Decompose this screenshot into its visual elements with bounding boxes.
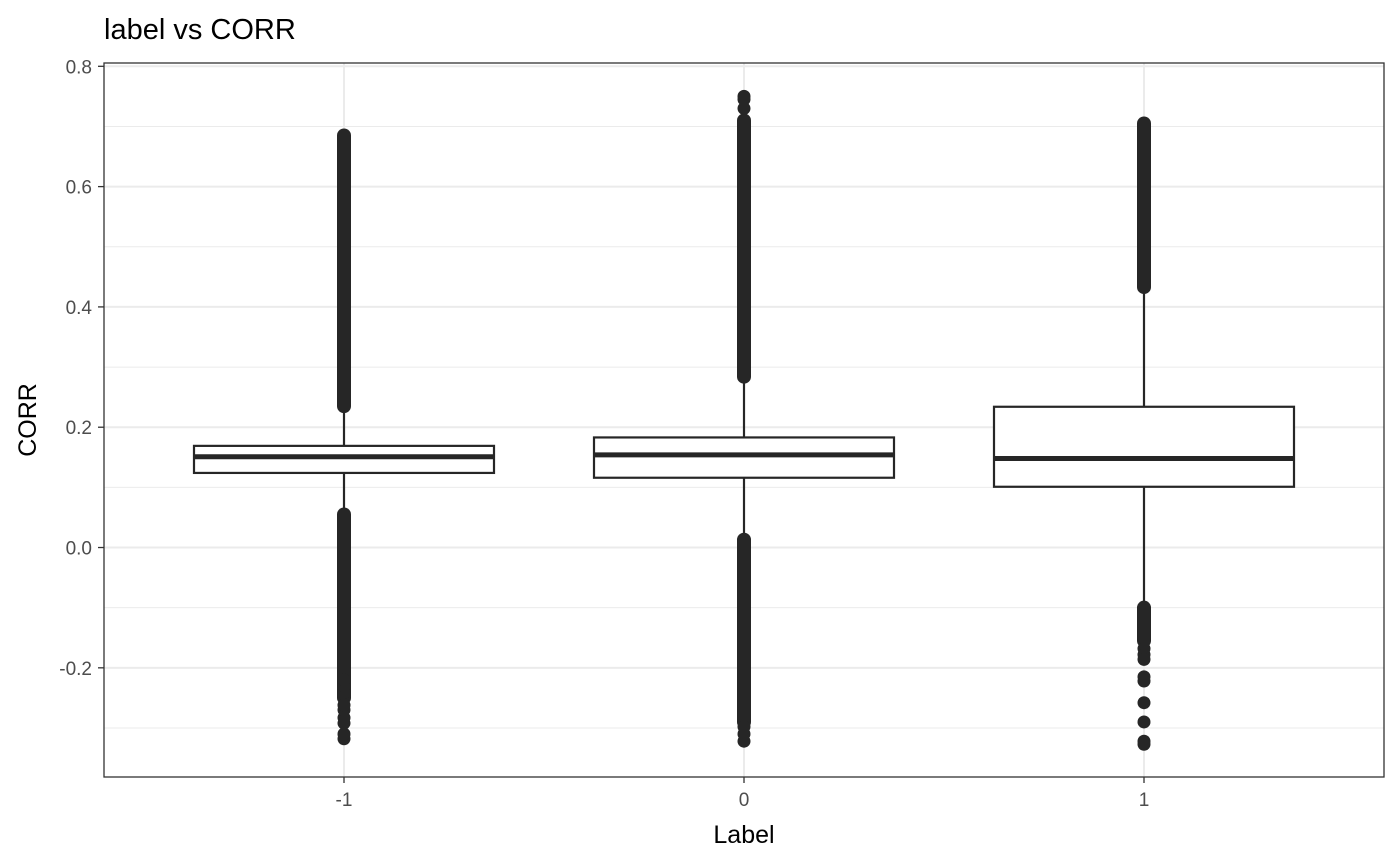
y-tick-label: 0.4 bbox=[66, 298, 93, 319]
y-tick-label: 0.2 bbox=[66, 418, 92, 439]
outlier-point bbox=[737, 101, 751, 115]
outlier-point bbox=[737, 89, 751, 103]
outlier-point bbox=[337, 698, 351, 712]
x-tick-label: 1 bbox=[1139, 790, 1150, 811]
outlier-point bbox=[337, 727, 351, 741]
outlier-band bbox=[337, 507, 351, 705]
x-axis: -1 0 1 bbox=[336, 777, 1150, 811]
outlier-point bbox=[337, 673, 351, 687]
iqr-box bbox=[192, 444, 496, 475]
chart-title: label vs CORR bbox=[104, 14, 296, 46]
iqr-box bbox=[592, 436, 896, 479]
x-tick-label: -1 bbox=[336, 790, 353, 811]
outlier-point bbox=[1137, 652, 1151, 666]
y-tick-label: 0.8 bbox=[66, 57, 92, 78]
y-tick-label: 0.0 bbox=[66, 539, 92, 560]
outlier-band bbox=[1137, 600, 1151, 648]
box-group bbox=[192, 128, 496, 746]
y-axis-title: CORR bbox=[14, 383, 42, 457]
outlier-point bbox=[1137, 737, 1151, 751]
outlier-band bbox=[1137, 116, 1151, 295]
y-tick-label: -0.2 bbox=[59, 659, 92, 680]
outlier-band bbox=[737, 113, 751, 384]
x-axis-title: Label bbox=[713, 821, 774, 849]
box-group bbox=[592, 89, 896, 748]
outlier-point bbox=[1137, 715, 1151, 729]
outlier-point bbox=[1137, 674, 1151, 688]
outlier-point bbox=[1137, 696, 1151, 710]
box-group bbox=[992, 116, 1296, 751]
outlier-band bbox=[337, 128, 351, 414]
outlier-band bbox=[737, 532, 751, 729]
y-axis: -0.2 0.0 0.2 0.4 0.6 0.8 bbox=[59, 57, 104, 680]
box-series bbox=[192, 89, 1296, 751]
outlier-point bbox=[737, 720, 751, 734]
iqr-box bbox=[992, 405, 1296, 488]
x-tick-label: 0 bbox=[739, 790, 750, 811]
y-tick-label: 0.6 bbox=[66, 178, 92, 199]
